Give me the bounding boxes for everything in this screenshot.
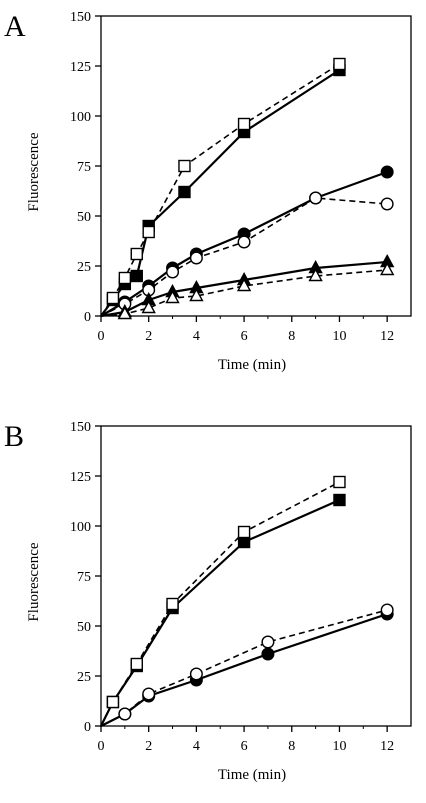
data-point [130,657,143,671]
y-tick-label: 25 [77,260,91,275]
data-point [261,635,275,649]
x-tick-label: 10 [332,739,346,754]
x-axis-title: Time (min) [218,767,286,783]
data-point [130,269,143,283]
y-tick-label: 75 [77,570,91,585]
series-square-open [100,475,346,727]
data-point [380,262,395,276]
y-tick-label: 25 [77,670,91,685]
y-tick-label: 50 [77,210,91,225]
data-point [237,235,251,249]
data-point [166,265,180,279]
plot-frame [100,425,412,727]
x-tick-label: 0 [98,739,105,754]
y-tick-label: 0 [84,720,91,735]
x-tick-label: 8 [288,739,295,754]
x-tick-label: 4 [193,329,200,344]
series-circle-open [100,603,394,727]
x-tick-label: 6 [241,739,248,754]
data-point [118,271,132,285]
x-tick-label: 4 [193,739,200,754]
data-point [237,525,251,539]
data-point [141,300,156,314]
data-point [333,57,346,71]
data-point [130,247,143,261]
series-triangle-open [100,262,395,320]
series-line [100,197,388,317]
x-axis-title: Time (min) [218,357,286,373]
series-square-filled [100,493,346,727]
data-point [308,268,323,282]
data-point [189,667,203,681]
y-tick-label: 150 [70,10,91,25]
data-point [237,117,251,131]
series-line [100,612,388,727]
panel-a: A 0 25 50 75 100 125 150 0 2 4 6 8 10 12 Time (min) Fluo… [4,10,412,373]
y-tick-label: 125 [70,60,91,75]
series-line [100,498,340,727]
series-square-open [100,57,346,317]
series-square-filled [100,63,346,317]
series-line [100,481,340,727]
x-tick-label: 6 [241,329,248,344]
series-circle-filled [100,607,394,727]
plot-frame [100,15,412,317]
data-point [142,687,156,701]
data-point [189,251,203,265]
data-point [166,597,179,611]
x-tick-label: 10 [332,329,346,344]
data-point [309,191,323,205]
y-axis-title: Fluorescence [26,542,42,621]
y-tick-label: 125 [70,470,91,485]
x-tick-label: 12 [380,329,394,344]
data-point [118,707,132,721]
x-tick-label: 2 [145,329,152,344]
data-point [178,185,191,199]
data-point [380,165,394,179]
x-tick-label: 12 [380,739,394,754]
data-point [106,695,120,709]
y-tick-label: 50 [77,620,91,635]
y-tick-label: 150 [70,420,91,435]
y-tick-label: 100 [70,110,91,125]
y-axis-title: Fluorescence [26,132,42,211]
data-point [178,159,191,173]
y-tick-label: 100 [70,520,91,535]
data-point [106,291,120,305]
x-tick-label: 0 [98,329,105,344]
data-point [333,475,346,489]
y-tick-label: 75 [77,160,91,175]
panel-b: B 0 25 50 75 100 125 150 0 2 4 6 8 10 12 Time (min) Fluo… [4,420,412,783]
x-tick-label: 2 [145,739,152,754]
data-point [380,603,394,617]
series-line [100,260,388,318]
panel-letter: A [4,10,26,43]
y-tick-label: 0 [84,310,91,325]
data-point [380,197,394,211]
data-point [236,278,252,292]
data-point [117,306,132,320]
data-point [165,290,180,304]
x-tick-label: 8 [288,329,295,344]
data-point [261,647,275,661]
panel-letter: B [4,420,24,453]
series-circle-open [100,191,394,317]
data-point [142,225,155,239]
data-point [333,493,346,507]
data-point [189,288,204,302]
